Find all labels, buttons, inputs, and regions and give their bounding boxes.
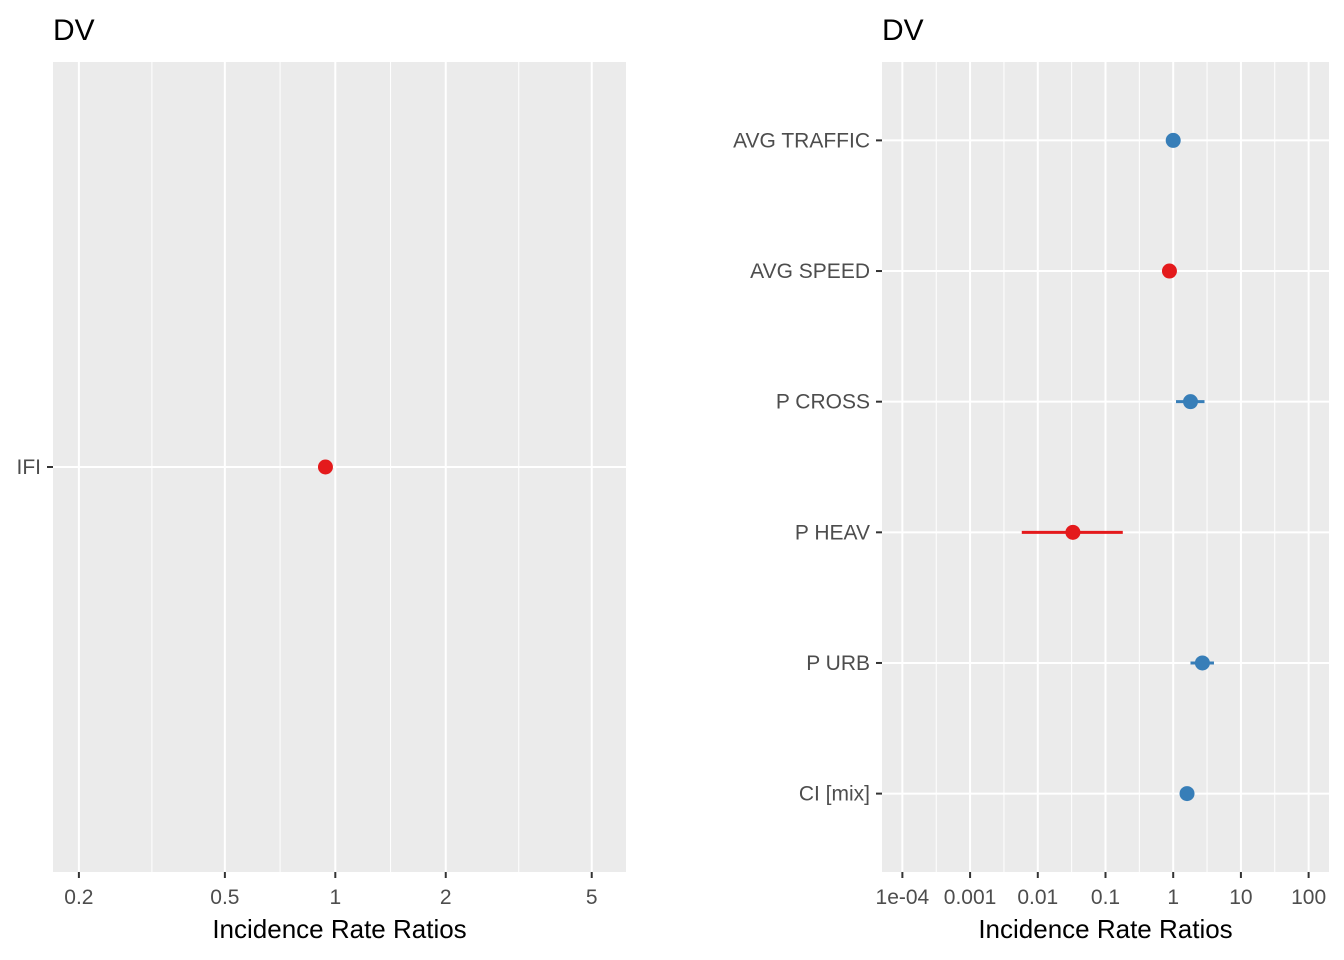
- estimate-point: [1194, 655, 1210, 671]
- x-tick-label: 0.5: [210, 886, 239, 909]
- right-data-marks: [1021, 132, 1214, 802]
- left-data-marks: [317, 459, 333, 475]
- y-tick-label: P URB: [806, 652, 870, 675]
- x-tick-label: 1e-04: [876, 886, 930, 909]
- x-tick-label: 1: [1167, 886, 1179, 909]
- estimate-point: [317, 459, 333, 475]
- x-tick-label: 10: [1229, 886, 1252, 909]
- right-gridlines: [882, 62, 1329, 872]
- right-y-axis: AVG TRAFFIC AVG SPEED P CROSS P HEAV P URB CI…: [733, 129, 882, 806]
- left-y-axis: IFI: [17, 456, 53, 479]
- y-tick-label: P HEAV: [795, 521, 870, 544]
- left-x-axis-title: Incidence Rate Ratios: [212, 914, 466, 944]
- x-tick-label: 1: [329, 886, 341, 909]
- estimate-point: [1161, 263, 1177, 279]
- x-tick-label: 0.1: [1091, 886, 1120, 909]
- x-tick-label: 0.001: [944, 886, 997, 909]
- x-tick-label: 100: [1291, 886, 1326, 909]
- y-tick-label: AVG SPEED: [750, 260, 870, 283]
- right-x-axis: 1e-04 0.001 0.01 0.1 1 10 100: [876, 872, 1326, 909]
- right-plot-title: DV: [882, 14, 924, 47]
- x-tick-label: 2: [440, 886, 452, 909]
- x-tick-label: 0.2: [64, 886, 93, 909]
- right-plot: DV AVG TRAFFIC AVG SPEED P CROSS P HEAV P UR…: [733, 14, 1329, 944]
- y-tick-label: CI [mix]: [799, 783, 870, 806]
- x-tick-label: 5: [586, 886, 598, 909]
- left-x-axis: 0.2 0.5 1 2 5: [64, 872, 598, 909]
- left-gridlines: [53, 62, 626, 872]
- left-plot: DV IFI 0.2 0.5 1 2 5 Incidence Rate Ratios: [17, 14, 626, 944]
- estimate-point: [1179, 786, 1195, 802]
- left-plot-title: DV: [53, 14, 95, 47]
- y-tick-label: AVG TRAFFIC: [733, 129, 870, 152]
- x-tick-label: 0.01: [1017, 886, 1058, 909]
- estimate-point: [1182, 394, 1198, 410]
- y-tick-label: P CROSS: [776, 391, 870, 414]
- estimate-point: [1165, 132, 1181, 148]
- right-x-axis-title: Incidence Rate Ratios: [978, 914, 1232, 944]
- estimate-point: [1065, 524, 1081, 540]
- y-tick-label: IFI: [17, 456, 42, 479]
